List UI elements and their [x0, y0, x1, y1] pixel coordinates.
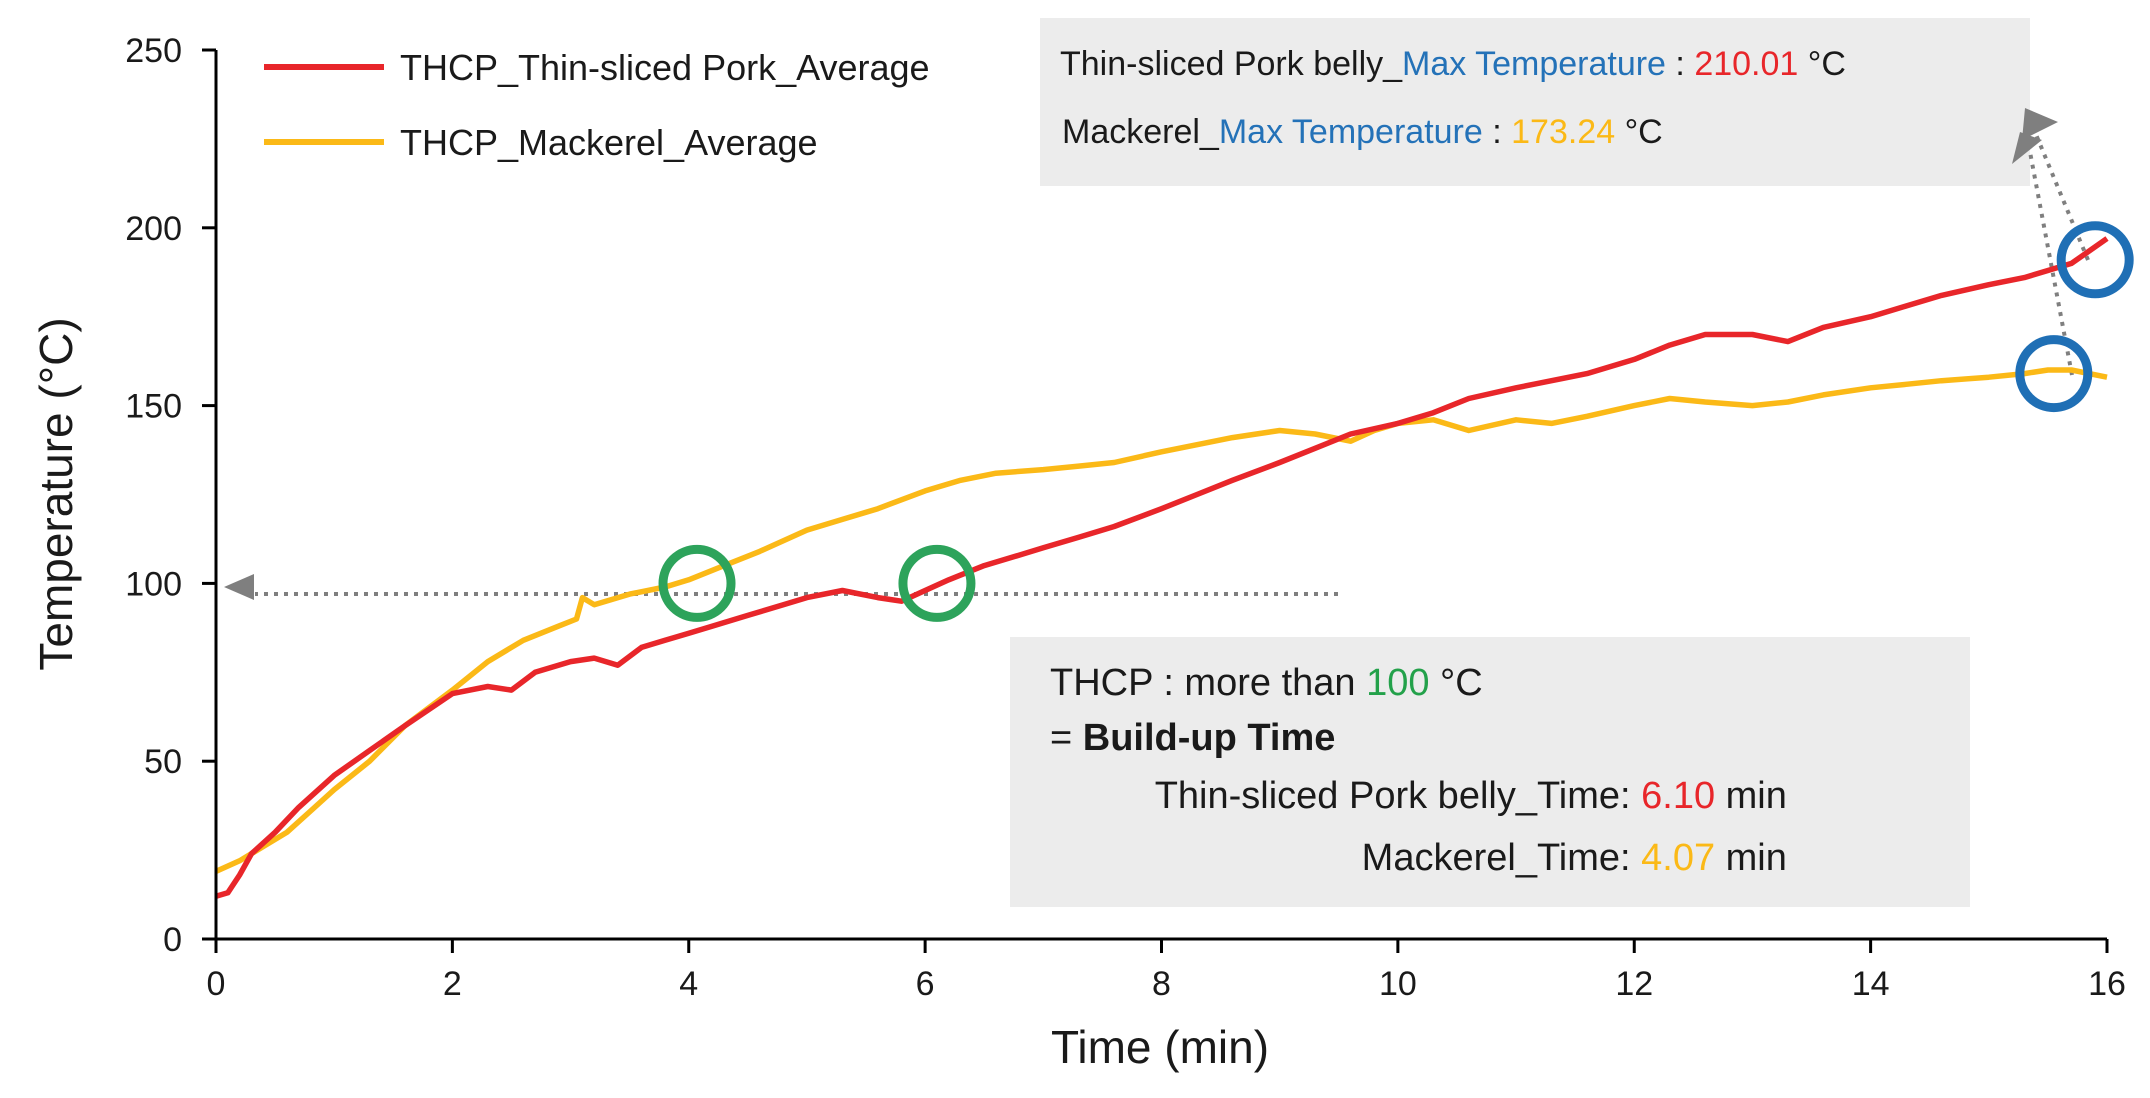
build-mackerel-label: Mackerel_Time	[1362, 837, 1620, 879]
build-mackerel-value-line: : 4.07 min	[1620, 837, 1787, 879]
max-pork-value: 210.01	[1694, 45, 1798, 83]
marker-circle	[2015, 335, 2093, 413]
build-line2-bold: Build-up Time	[1083, 717, 1336, 759]
build-line2-prefix: =	[1050, 717, 1083, 759]
y-tick-label: 0	[163, 921, 182, 959]
x-tick-label: 2	[443, 965, 462, 1003]
build-line1-prefix: THCP : more than	[1050, 662, 1366, 704]
x-tick-label: 14	[1852, 965, 1890, 1003]
mackerel-average-line	[214, 367, 2108, 874]
y-tick-label: 150	[125, 388, 182, 426]
build-pork-value: 6.10	[1641, 775, 1715, 817]
max-mackerel-label: Max Temperature	[1219, 113, 1483, 151]
max-pointer-arrow-head-2	[2012, 132, 2042, 164]
max-pork-unit: °C	[1798, 45, 1846, 83]
x-tick-label: 6	[916, 965, 935, 1003]
x-tick-label: 0	[207, 965, 226, 1003]
x-ticks: 0 2 4 6 8 10 12 14 16	[207, 939, 2126, 1003]
max-pork-sep: :	[1666, 45, 1694, 83]
build-line1-unit: °C	[1430, 662, 1483, 704]
build-pork-sep: :	[1620, 775, 1641, 817]
build-up-line-2: = Build-up Time	[1050, 717, 1335, 759]
legend-label-mackerel: THCP_Mackerel_Average	[400, 122, 818, 163]
max-temperature-annotation: Thin-sliced Pork belly_Max Temperature :…	[1060, 45, 1846, 151]
x-axis-title: Time (min)	[1051, 1021, 1269, 1073]
marker-circle	[898, 544, 976, 622]
build-up-annotation: THCP : more than 100 °C = Build-up Time …	[1050, 662, 1787, 879]
x-tick-label: 10	[1379, 965, 1417, 1003]
build-mackerel-unit: min	[1715, 837, 1787, 879]
max-mackerel-line: Mackerel_Max Temperature : 173.24 °C	[1062, 113, 1663, 151]
x-tick-label: 4	[679, 965, 698, 1003]
mackerel-max-pointer	[2028, 151, 2074, 376]
build-pork-unit: min	[1715, 775, 1787, 817]
build-mackerel-sep: :	[1620, 837, 1641, 879]
max-mackerel-prefix: Mackerel_	[1062, 113, 1220, 151]
max-pork-line: Thin-sliced Pork belly_Max Temperature :…	[1060, 45, 1846, 83]
y-ticks: 0 50 100 150 200 250	[125, 32, 216, 959]
legend: THCP_Thin-sliced Pork_Average THCP_Macke…	[264, 47, 930, 163]
build-line1-value: 100	[1366, 662, 1429, 704]
y-tick-label: 50	[144, 743, 182, 781]
build-pork-value-line: : 6.10 min	[1620, 775, 1787, 817]
build-up-time-box	[1010, 637, 1970, 907]
legend-label-pork: THCP_Thin-sliced Pork_Average	[400, 47, 930, 88]
marker-circle	[2056, 221, 2134, 299]
max-pointer-arrow-head-1	[2022, 108, 2058, 140]
max-mackerel-unit: °C	[1615, 113, 1663, 151]
y-tick-label: 200	[125, 210, 182, 248]
y-tick-label: 250	[125, 32, 182, 70]
x-tick-label: 16	[2088, 965, 2126, 1003]
marker-circle	[658, 544, 736, 622]
x-tick-label: 12	[1615, 965, 1653, 1003]
build-pork-label: Thin-sliced Pork belly_Time	[1155, 775, 1620, 817]
max-mackerel-sep: :	[1483, 113, 1511, 151]
x-tick-label: 8	[1152, 965, 1171, 1003]
reference-arrow-head	[224, 574, 254, 600]
highlight-markers	[658, 221, 2134, 622]
y-axis-title: Temperature (°C)	[30, 317, 82, 670]
max-mackerel-value: 173.24	[1511, 113, 1615, 151]
build-mackerel-value: 4.07	[1641, 837, 1715, 879]
y-tick-label: 100	[125, 565, 182, 603]
max-pork-prefix: Thin-sliced Pork belly_	[1060, 45, 1403, 83]
max-pork-label: Max Temperature	[1402, 45, 1666, 83]
pork-average-line	[215, 236, 2109, 899]
max-temperature-box	[1040, 18, 2030, 186]
build-up-line-1: THCP : more than 100 °C	[1050, 662, 1483, 704]
